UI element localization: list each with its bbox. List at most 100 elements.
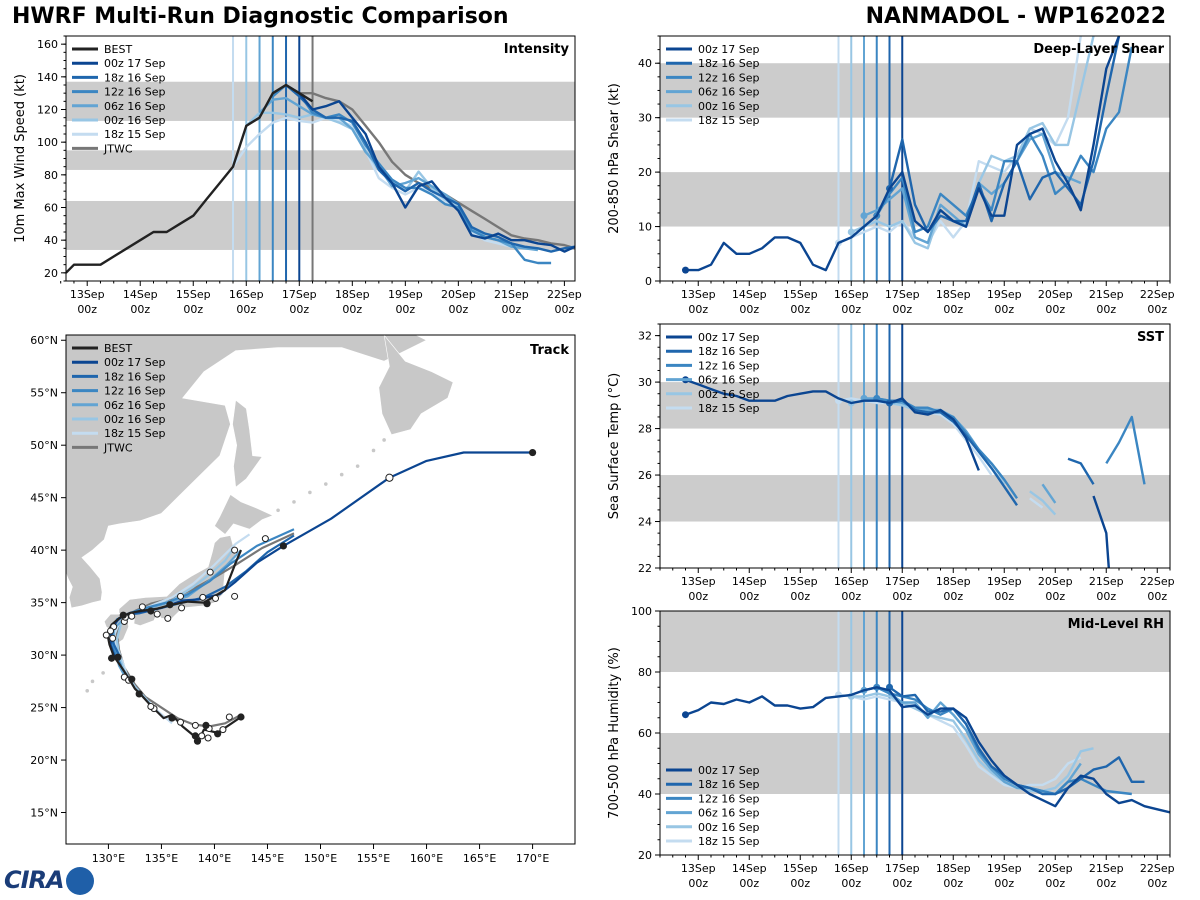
track-filled-marker — [214, 730, 222, 738]
track-hollow-marker — [231, 546, 239, 554]
rh-legend-label: 00z 16 Sep — [698, 821, 760, 834]
intensity-xtick-label: 00z — [183, 303, 203, 316]
rh-legend-label: 12z 16 Sep — [698, 792, 760, 805]
rh-xtick-label: 00z — [892, 877, 912, 890]
kuril-island — [308, 490, 312, 495]
rh-panel: 20 40 60 80 100 13Sep 00z 14Sep 00z 15Sep 00z 16Sep… — [607, 605, 1175, 890]
rh-ytick-label: 80 — [638, 666, 652, 679]
sst-panel: 22 24 26 28 30 32 13Sep 00z 14Sep 00z 15Sep 00z 16Se… — [607, 323, 1175, 603]
rh-title: Mid-Level RH — [1068, 617, 1164, 632]
intensity-legend-label: 00z 17 Sep — [104, 57, 166, 70]
sst-band — [660, 475, 1170, 522]
shear-xtick-label: 00z — [1096, 303, 1116, 316]
intensity-plot — [66, 36, 575, 281]
shear-legend-label: 00z 17 Sep — [698, 43, 760, 56]
sst-series-line — [1029, 490, 1057, 516]
sst-band — [660, 382, 1170, 429]
intensity-legend-label: 06z 16 Sep — [104, 100, 166, 113]
shear-xtick-label: 00z — [688, 303, 708, 316]
shear-xtick-label: 00z — [739, 303, 759, 316]
track-hollow-marker — [231, 592, 239, 600]
track-hollow-marker — [385, 473, 394, 482]
rh-xtick-label: 15Sep — [783, 862, 818, 875]
track-panel: 130°E 135°E 140°E 145°E 150°E 155°E 160°E 165°E… — [30, 334, 576, 865]
kuril-island — [382, 438, 386, 442]
sst-xtick-label: 00z — [892, 590, 912, 603]
track-xtick-label: 130°E — [92, 852, 125, 865]
sst-ytick-label: 32 — [638, 330, 652, 343]
shear-plot — [660, 36, 1170, 281]
rh-xtick-label: 21Sep — [1089, 862, 1124, 875]
sst-series-line — [1029, 497, 1044, 509]
rh-plot — [660, 611, 1170, 855]
intensity-legend-label: 18z 15 Sep — [104, 128, 166, 141]
track-hollow-marker — [102, 631, 110, 639]
shear-series-line — [838, 36, 1082, 245]
intensity-ytick-label: 80 — [44, 169, 58, 182]
track-ytick-label: 50°N — [30, 439, 58, 452]
track-hollow-marker — [177, 718, 185, 726]
track-xtick-label: 160°E — [410, 852, 443, 865]
track-filled-marker — [147, 607, 155, 615]
sst-xtick-label: 15Sep — [783, 575, 818, 588]
sst-ytick-label: 28 — [638, 423, 652, 436]
intensity-ytick-label: 140 — [37, 71, 58, 84]
intensity-xtick-label: 13Sep — [70, 288, 105, 301]
track-hollow-marker — [153, 610, 161, 618]
track-hollow-marker — [109, 634, 117, 642]
kuril-island — [292, 500, 296, 504]
intensity-xtick-label: 20Sep — [441, 288, 476, 301]
kuril-island — [339, 472, 344, 477]
rh-xtick-label: 18Sep — [936, 862, 971, 875]
rh-series-line — [838, 693, 1082, 790]
track-hollow-marker — [204, 734, 212, 742]
cira-logo-text: CIRA — [4, 866, 65, 894]
shear-legend-label: 00z 16 Sep — [698, 100, 760, 113]
sst-xtick-label: 00z — [688, 590, 708, 603]
sst-legend-label: 18z 15 Sep — [698, 402, 760, 415]
sst-legend-label: 18z 16 Sep — [698, 345, 760, 358]
track-hollow-marker — [198, 732, 206, 740]
track-title: Track — [530, 343, 569, 358]
shear-init-point — [682, 266, 689, 274]
intensity-legend-label: 12z 16 Sep — [104, 86, 166, 99]
track-xtick-label: 140°E — [198, 852, 231, 865]
shear-xtick-label: 20Sep — [1038, 288, 1073, 301]
track-hollow-marker — [212, 594, 220, 602]
track-filled-marker — [135, 690, 143, 698]
track-legend-label: 18z 15 Sep — [104, 427, 166, 440]
sst-ytick-label: 30 — [638, 376, 652, 389]
track-xtick-label: 165°E — [463, 852, 496, 865]
rh-init-point — [682, 711, 689, 719]
sst-xtick-label: 00z — [790, 590, 810, 603]
sst-xtick-label: 00z — [739, 590, 759, 603]
intensity-xtick-label: 00z — [77, 303, 97, 316]
shear-legend-label: 18z 16 Sep — [698, 57, 760, 70]
track-hollow-marker — [128, 612, 136, 620]
hokkaido — [214, 494, 274, 535]
sst-xtick-label: 21Sep — [1089, 575, 1124, 588]
intensity-xtick-label: 16Sep — [229, 288, 264, 301]
sst-xtick-label: 16Sep — [834, 575, 869, 588]
shear-legend-label: 06z 16 Sep — [698, 86, 760, 99]
sst-xtick-label: 22Sep — [1140, 575, 1175, 588]
intensity-legend-label: JTWC — [103, 142, 133, 155]
sst-xtick-label: 00z — [1147, 590, 1167, 603]
track-legend-label: 12z 16 Sep — [104, 385, 166, 398]
shear-xtick-label: 19Sep — [987, 288, 1022, 301]
rh-xtick-label: 00z — [943, 877, 963, 890]
rh-legend-label: 00z 17 Sep — [698, 764, 760, 777]
track-filled-marker — [128, 675, 136, 683]
intensity-title: Intensity — [504, 42, 570, 57]
shear-xtick-label: 00z — [994, 303, 1014, 316]
kuril-island — [355, 464, 360, 468]
intensity-xtick-label: 00z — [130, 303, 150, 316]
rh-ytick-label: 100 — [631, 605, 652, 618]
rh-xtick-label: 00z — [739, 877, 759, 890]
track-legend-label: JTWC — [103, 441, 133, 454]
track-ytick-label: 60°N — [30, 334, 58, 347]
sst-xtick-label: 00z — [994, 590, 1014, 603]
intensity-xtick-label: 00z — [501, 303, 521, 316]
honshu — [118, 535, 237, 619]
rh-ytick-label: 60 — [638, 727, 652, 740]
